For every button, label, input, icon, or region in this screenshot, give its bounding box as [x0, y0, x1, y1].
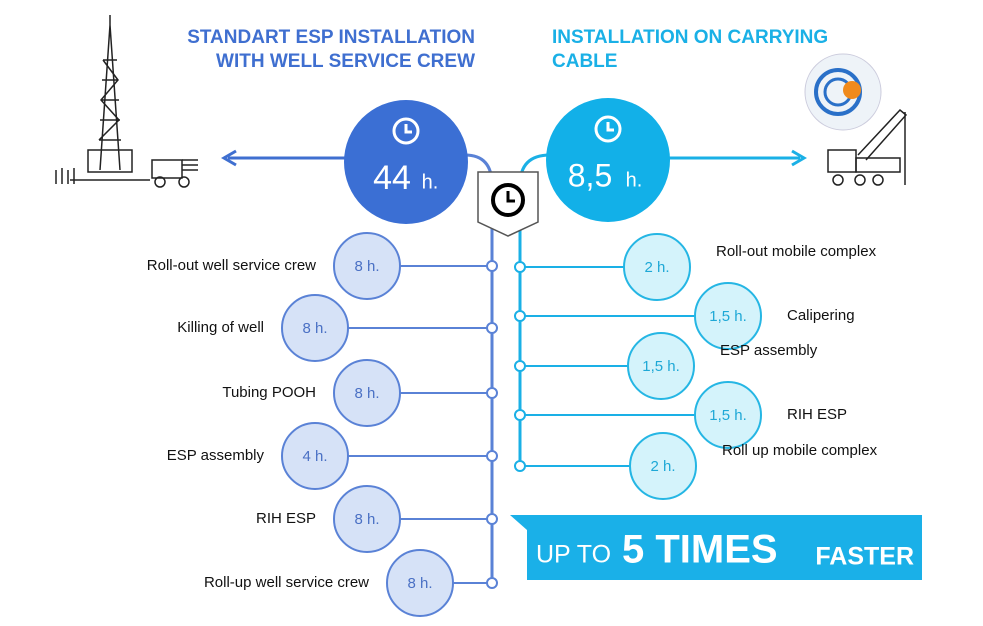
left-total-unit: h. — [422, 171, 439, 193]
banner-prefix: UP TO — [536, 541, 611, 569]
right-step-node — [514, 409, 526, 421]
arrows — [221, 149, 807, 167]
left-step-circle — [281, 294, 349, 362]
right-step-label: Calipering — [787, 307, 855, 324]
left-step-duration: 8 h. — [354, 258, 379, 275]
right-step-label: Roll-out mobile complex — [716, 243, 877, 260]
left-title-line: WITH WELL SERVICE CREW — [216, 51, 475, 72]
right-step-label: Roll up mobile complex — [722, 442, 878, 459]
right-step-circle — [694, 282, 762, 350]
right-step-circle — [694, 381, 762, 449]
right-step-label: ESP assembly — [720, 342, 818, 359]
right-step-duration: 1,5 h. — [642, 358, 680, 375]
left-step-circle — [281, 422, 349, 490]
right-total-value: 8,5 — [568, 157, 612, 193]
left-step-label: Roll-out well service crew — [147, 257, 316, 274]
left-title-line: STANDART ESP INSTALLATION — [187, 27, 475, 48]
left-step-duration: 8 h. — [354, 385, 379, 402]
right-step-node — [514, 460, 526, 472]
right-step-label: RIH ESP — [787, 406, 847, 423]
center-clock-badge — [477, 171, 539, 237]
left-step-label: ESP assembly — [167, 447, 265, 464]
right-step-duration: 2 h. — [650, 458, 675, 475]
left-step-label: Roll-up well service crew — [204, 574, 369, 591]
left-step-node — [486, 387, 498, 399]
rig-icon — [55, 15, 198, 188]
left-step-duration: 8 h. — [407, 575, 432, 592]
right-total-unit: h. — [626, 169, 643, 191]
left-step-label: Tubing POOH — [222, 384, 316, 401]
left-step-circle — [333, 485, 401, 553]
left-total-value: 44 — [373, 159, 411, 197]
right-step-duration: 1,5 h. — [709, 308, 747, 325]
right-title-line: CABLE — [552, 51, 617, 72]
right-total-circle — [546, 98, 670, 222]
left-step-node — [486, 260, 498, 272]
banner-highlight: 5 TIMES — [622, 528, 778, 572]
left-step-duration: 4 h. — [302, 448, 327, 465]
left-step-label: RIH ESP — [256, 510, 316, 527]
left-step-label: Killing of well — [177, 319, 264, 336]
right-step-duration: 2 h. — [644, 259, 669, 276]
right-step-circle — [627, 332, 695, 400]
left-step-node — [486, 513, 498, 525]
right-step-circle — [629, 432, 697, 500]
left-step-node — [486, 450, 498, 462]
banner-suffix: FASTER — [815, 543, 914, 571]
left-step-duration: 8 h. — [354, 511, 379, 528]
right-step-node — [514, 310, 526, 322]
crane-icon — [827, 108, 908, 186]
right-step-duration: 1,5 h. — [709, 407, 747, 424]
left-step-duration: 8 h. — [302, 320, 327, 337]
left-step-circle — [386, 549, 454, 617]
clock-icons — [392, 115, 622, 145]
left-step-circle — [333, 359, 401, 427]
speed-banner: UP TO 5 TIMES FASTER — [510, 515, 922, 580]
left-step-node — [486, 577, 498, 589]
right-step-node — [514, 360, 526, 372]
left-total-circle — [344, 100, 468, 224]
right-step-circle — [623, 233, 691, 301]
right-step-node — [514, 261, 526, 273]
right-title-line: INSTALLATION ON CARRYING — [552, 27, 828, 48]
company-logo — [804, 53, 882, 131]
left-step-circle — [333, 232, 401, 300]
left-step-node — [486, 322, 498, 334]
